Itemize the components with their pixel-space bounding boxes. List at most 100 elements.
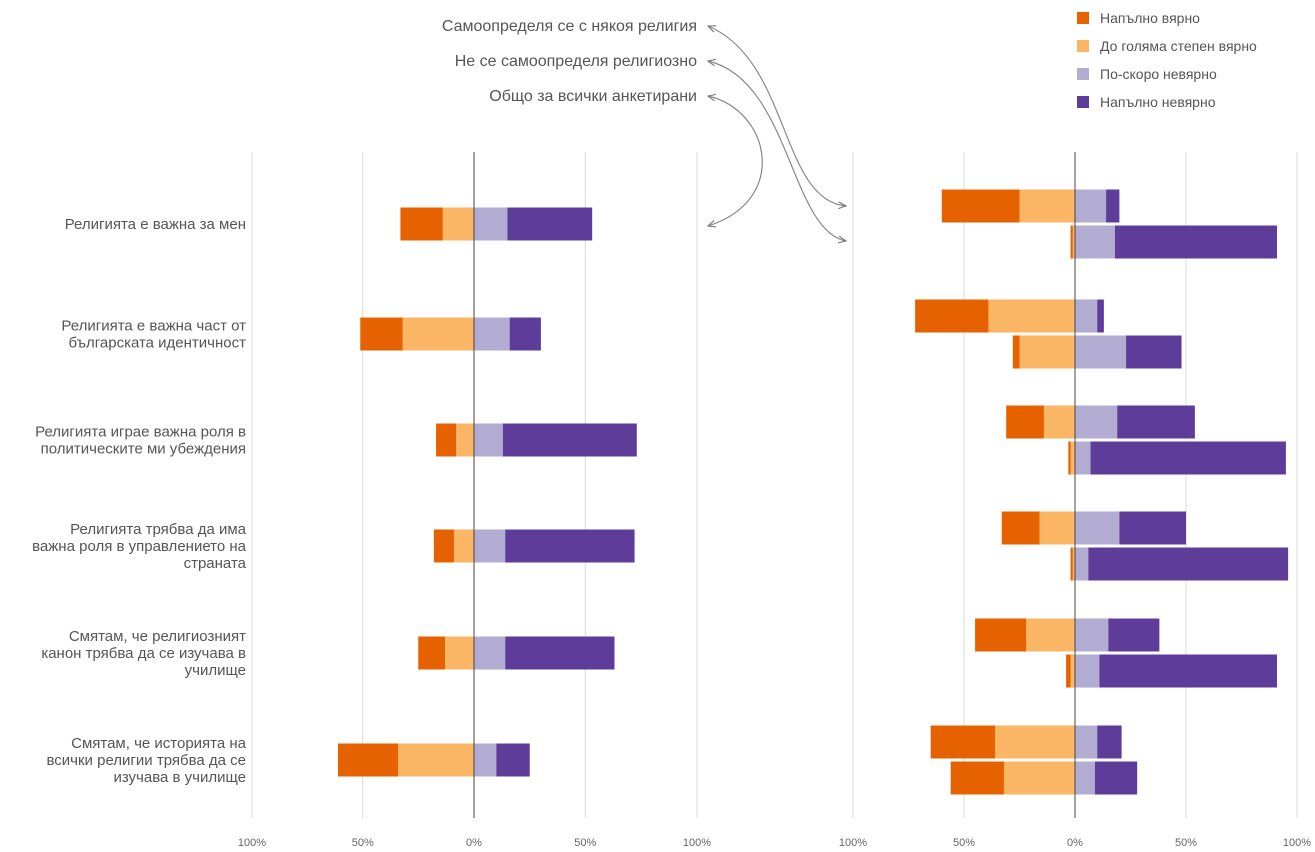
overall-row-5-fully-true-bar [337, 743, 399, 777]
legend-label: До голяма степен вярно [1100, 38, 1257, 54]
group1-row-1-mostly-true-bar [1019, 335, 1075, 369]
category-label: Религията е важна за мен [65, 216, 246, 233]
bars [337, 189, 1289, 795]
overall-row-1-rather-false-bar [474, 317, 510, 351]
group1-row-2-fully-false-bar [1090, 441, 1286, 475]
group1-row-0-rather-false-bar [1075, 225, 1115, 259]
group0-row-0-mostly-true-bar [1019, 189, 1075, 223]
group0-row-0-rather-false-bar [1075, 189, 1107, 223]
x-tick-label: 50% [352, 837, 374, 849]
group0-row-1-rather-false-bar [1075, 299, 1098, 333]
group1-row-3-mostly-true-bar [1072, 547, 1075, 581]
legend-label: По-скоро невярно [1100, 66, 1217, 82]
category-label: Смятам, че историята на [71, 735, 247, 752]
x-tick-label: 0% [1067, 837, 1083, 849]
group1-row-3-fully-true-bar [1070, 547, 1073, 581]
x-tick-label: 100% [238, 837, 266, 849]
category-label: училище [185, 662, 246, 679]
x-tick-label: 100% [1283, 837, 1311, 849]
x-tick-label: 100% [839, 837, 867, 849]
legend-swatch [1077, 68, 1089, 80]
overall-row-2-fully-false-bar [502, 423, 637, 457]
overall-row-0-rather-false-bar [474, 207, 508, 241]
group0-row-2-fully-false-bar [1117, 405, 1195, 439]
category-label: всички религии трябва да се [47, 752, 247, 769]
group1-row-5-mostly-true-bar [1003, 761, 1075, 795]
overall-row-1-mostly-true-bar [402, 317, 474, 351]
group1-row-3-fully-false-bar [1088, 547, 1289, 581]
overall-row-0-fully-true-bar [400, 207, 443, 241]
legend-label: Напълно невярно [1100, 94, 1216, 110]
overall-row-1-fully-true-bar [360, 317, 403, 351]
group1-row-0-fully-false-bar [1114, 225, 1278, 259]
group0-row-1-fully-true-bar [915, 299, 989, 333]
legend-swatch [1077, 12, 1089, 24]
arrow-overall [708, 96, 763, 226]
group1-row-5-fully-false-bar [1094, 761, 1138, 795]
overall-row-2-rather-false-bar [474, 423, 503, 457]
group1-row-4-rather-false-bar [1075, 654, 1100, 688]
group1-row-1-fully-true-bar [1012, 335, 1020, 369]
group0-row-2-rather-false-bar [1075, 405, 1118, 439]
group1-row-2-mostly-true-bar [1070, 441, 1075, 475]
group0-row-0-fully-false-bar [1106, 189, 1120, 223]
category-label: важна роля в управлението на [32, 538, 247, 555]
x-tick-label: 50% [1175, 837, 1197, 849]
category-label: страната [184, 555, 247, 572]
group0-row-0-fully-true-bar [941, 189, 1020, 223]
category-label: Религията е важна част от [61, 318, 246, 335]
overall-row-5-mostly-true-bar [398, 743, 474, 777]
group1-row-1-fully-false-bar [1126, 335, 1182, 369]
overall-row-3-fully-false-bar [505, 529, 635, 563]
legend-swatch [1077, 96, 1089, 108]
group0-row-3-mostly-true-bar [1039, 511, 1075, 545]
group1-row-4-mostly-true-bar [1070, 654, 1075, 688]
group0-row-2-mostly-true-bar [1043, 405, 1075, 439]
overall-row-4-rather-false-bar [474, 636, 506, 670]
group1-row-2-fully-true-bar [1068, 441, 1071, 475]
overall-row-3-rather-false-bar [474, 529, 506, 563]
category-label: изучава в училище [113, 769, 246, 786]
group0-row-5-mostly-true-bar [995, 725, 1075, 759]
x-tick-label: 0% [466, 837, 482, 849]
group0-row-1-fully-false-bar [1097, 299, 1104, 333]
group1-row-5-rather-false-bar [1075, 761, 1095, 795]
group0-row-4-rather-false-bar [1075, 618, 1109, 652]
x-tick-label: 50% [574, 837, 596, 849]
group0-row-5-fully-false-bar [1097, 725, 1122, 759]
tick-labels: 100% 50% 0% 50% 100% 100% 50% 0% 50% 100% [238, 837, 1311, 849]
category-label: Религията играе важна роля в [35, 424, 246, 441]
group1-row-0-mostly-true-bar [1072, 225, 1075, 259]
overall-row-4-fully-false-bar [505, 636, 615, 670]
overall-row-4-mostly-true-bar [445, 636, 474, 670]
group1-row-5-fully-true-bar [950, 761, 1004, 795]
overall-row-5-rather-false-bar [474, 743, 497, 777]
category-label: Смятам, че религиозният [69, 628, 246, 645]
overall-row-5-fully-false-bar [496, 743, 530, 777]
group0-row-3-rather-false-bar [1075, 511, 1120, 545]
group1-row-4-fully-true-bar [1066, 654, 1071, 688]
annotations: Самоопределя се с някоя религия Не се сам… [442, 18, 846, 241]
category-label: канон трябва да се изучава в [41, 645, 246, 662]
overall-row-2-fully-true-bar [436, 423, 457, 457]
category-label: политическите ми убеждения [41, 441, 246, 458]
overall-row-4-fully-true-bar [418, 636, 446, 670]
overall-row-1-fully-false-bar [509, 317, 541, 351]
category-label: българската идентичност [69, 335, 247, 352]
annotation-label: Самоопределя се с някоя религия [442, 18, 697, 35]
legend-swatch [1077, 40, 1089, 52]
annotation-label: Общо за всички анкетирани [489, 88, 697, 105]
group0-row-3-fully-true-bar [1001, 511, 1040, 545]
arrow-religious [708, 26, 846, 206]
overall-row-0-fully-false-bar [507, 207, 593, 241]
x-tick-label: 100% [683, 837, 711, 849]
group0-row-4-fully-false-bar [1108, 618, 1160, 652]
group0-row-3-fully-false-bar [1119, 511, 1186, 545]
x-tick-label: 50% [953, 837, 975, 849]
group0-row-4-mostly-true-bar [1026, 618, 1075, 652]
annotation-label: Не се самоопределя религиозно [455, 53, 697, 70]
overall-row-3-mostly-true-bar [453, 529, 474, 563]
arrow-non-religious [708, 61, 846, 241]
group0-row-4-fully-true-bar [975, 618, 1027, 652]
